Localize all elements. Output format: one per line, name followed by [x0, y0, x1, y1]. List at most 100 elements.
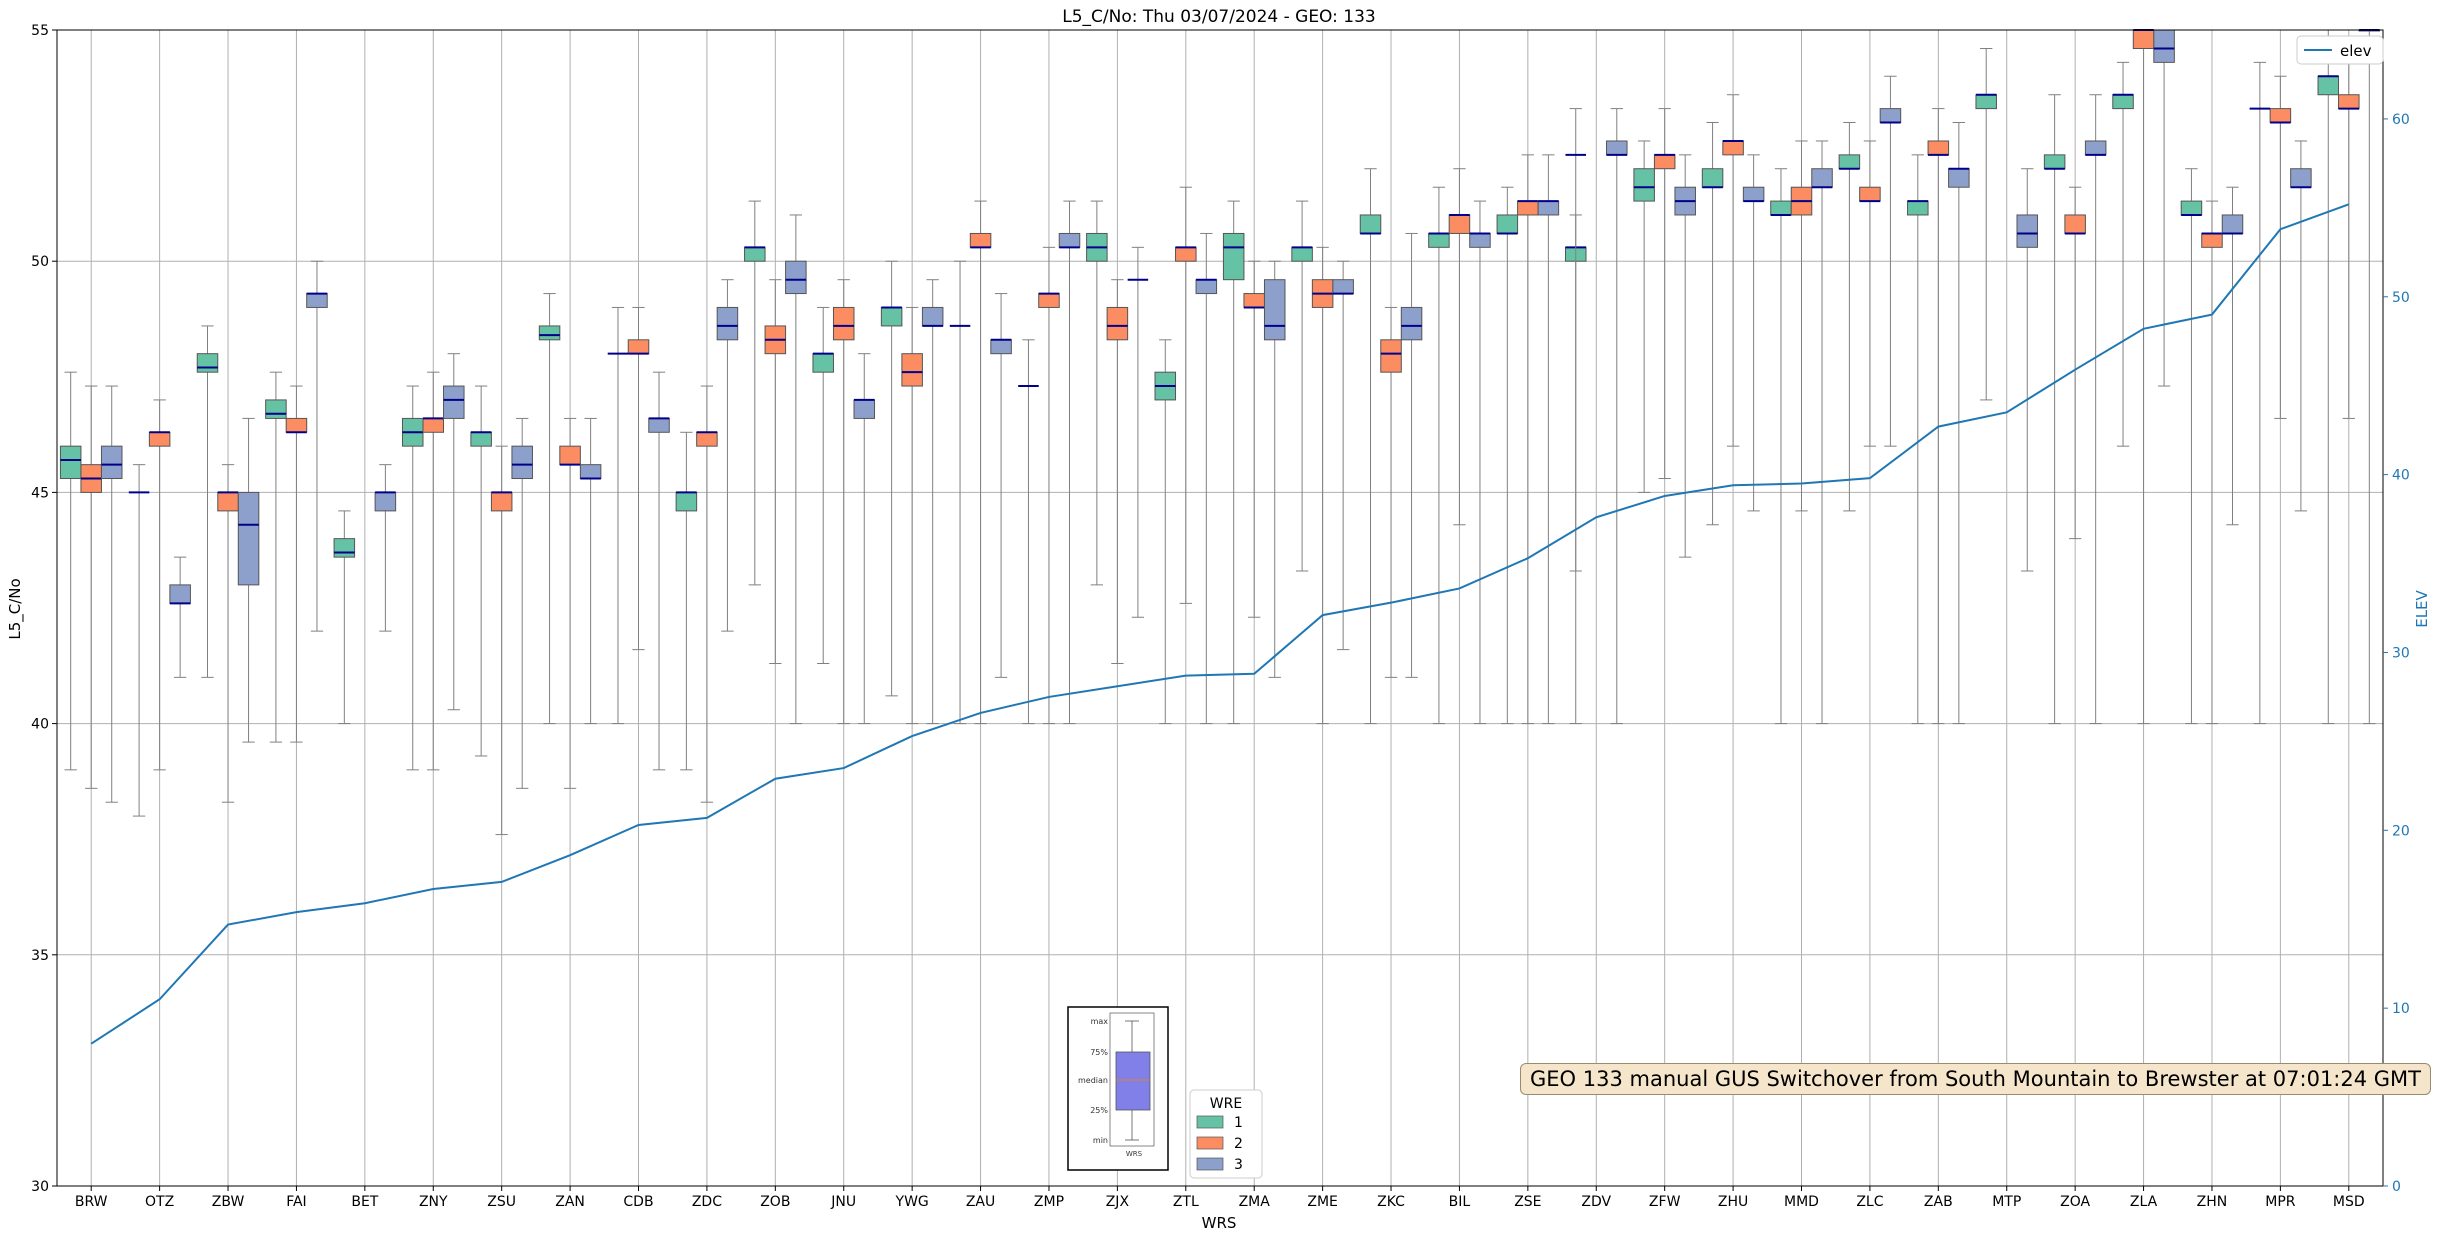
box-wre3 — [1811, 140, 1833, 725]
box-wre3 — [237, 417, 260, 743]
box-wre2 — [764, 279, 787, 664]
box-iqr — [744, 246, 766, 262]
box-wre3 — [2290, 140, 2312, 512]
y2-tick-label: 10 — [2392, 1001, 2410, 1017]
box-wre2 — [696, 385, 718, 803]
box-wre3 — [2358, 29, 2381, 725]
x-tick-label: CDB — [623, 1194, 653, 1210]
inset-box — [1115, 1051, 1151, 1111]
box-wre3 — [511, 417, 533, 789]
inset-label-q1: 25% — [1090, 1106, 1108, 1115]
box-wre1 — [1975, 47, 1997, 401]
box-iqr — [990, 339, 1012, 355]
box-wre2 — [1243, 260, 1265, 618]
elev-legend: elev — [2296, 35, 2384, 65]
box-wre1 — [1907, 154, 1929, 725]
box-iqr — [1975, 94, 1997, 110]
box-iqr — [511, 445, 533, 480]
box-iqr — [1606, 140, 1628, 156]
box-iqr — [1106, 306, 1129, 341]
box-iqr — [148, 431, 171, 447]
box-iqr — [1517, 200, 1539, 216]
box-wre1 — [675, 431, 698, 771]
x-tick-label: ZSE — [1514, 1194, 1541, 1210]
box-iqr — [1038, 293, 1060, 308]
flat-marker-wre1 — [1018, 339, 1039, 725]
box-wre1 — [1770, 168, 1792, 725]
box-iqr — [2290, 168, 2312, 188]
box-iqr — [921, 306, 944, 327]
box-iqr — [1243, 293, 1265, 308]
box-iqr — [2201, 232, 2223, 248]
box-iqr — [1332, 279, 1354, 295]
box-iqr — [490, 491, 513, 512]
box-wre3 — [2084, 94, 2107, 725]
x-tick-label: ZOA — [2060, 1194, 2090, 1210]
box-wre2 — [1448, 168, 1471, 526]
box-iqr — [2112, 94, 2134, 110]
box-iqr — [2269, 108, 2292, 123]
box-iqr — [169, 584, 191, 604]
box-wre3 — [2221, 186, 2244, 526]
x-tick-label: ZMP — [1034, 1194, 1064, 1210]
flat-marker-wre1 — [1565, 108, 1587, 725]
box-iqr — [1359, 214, 1382, 234]
x-tick-label: ZHU — [1718, 1194, 1748, 1210]
box-wre1 — [401, 385, 424, 771]
box-iqr — [901, 353, 923, 387]
x-tick-label: ZOB — [760, 1194, 790, 1210]
wre-legend-label-1: 1 — [1234, 1115, 1243, 1131]
box-wre2 — [832, 279, 855, 725]
wre-legend-frame — [1189, 1089, 1263, 1179]
box-iqr — [2180, 200, 2203, 216]
box-iqr — [217, 491, 239, 512]
x-tick-label: ZJX — [1106, 1194, 1130, 1210]
box-wre2 — [559, 417, 581, 789]
y-tick-label: 40 — [31, 717, 49, 733]
box-wre1 — [2317, 29, 2340, 725]
box-wre3 — [990, 293, 1012, 678]
x-tick-label: ZAN — [555, 1194, 585, 1210]
x-tick-label: MSD — [2333, 1194, 2365, 1210]
box-wre3 — [1469, 200, 1491, 725]
box-wre1 — [1428, 186, 1450, 725]
box-iqr — [1722, 140, 1744, 156]
box-iqr — [1537, 200, 1560, 216]
flat-marker-wre1 — [607, 306, 629, 725]
box-iqr — [1195, 279, 1218, 295]
box-wre2 — [2132, 29, 2155, 725]
box-iqr — [2084, 140, 2107, 156]
grid-layer — [57, 29, 2383, 1187]
box-wre2 — [490, 445, 513, 836]
chart-title: L5_C/No: Thu 03/07/2024 - GEO: 133 — [1062, 7, 1375, 27]
box-wre2 — [627, 306, 650, 651]
box-wre3 — [374, 464, 397, 632]
x-tick-label: ZDV — [1581, 1194, 1611, 1210]
box-wre1 — [1154, 339, 1177, 725]
box-wre1 — [196, 325, 219, 678]
box-wre3 — [579, 417, 602, 725]
box-wre1 — [1496, 186, 1519, 725]
box-iqr — [1058, 232, 1081, 248]
box-iqr — [1838, 154, 1861, 170]
x-tick-label: ZLC — [1856, 1194, 1883, 1210]
box-wre2 — [1653, 108, 1676, 480]
box-iqr — [1222, 232, 1245, 281]
y2-axis-label: ELEV — [2413, 589, 2431, 627]
box-wre1 — [470, 385, 492, 757]
box-wre1 — [880, 260, 903, 697]
box-iqr — [880, 306, 903, 327]
box-iqr — [1879, 108, 1902, 123]
box-wre2 — [1038, 246, 1060, 725]
box-wre1 — [744, 200, 766, 586]
box-iqr — [559, 445, 581, 466]
box-wre3 — [1742, 154, 1765, 512]
box-iqr — [1742, 186, 1765, 202]
box-wre3 — [1948, 121, 1970, 725]
box-iqr — [696, 431, 718, 447]
y2-tick-label: 20 — [2392, 823, 2410, 839]
box-iqr — [1653, 154, 1676, 170]
x-tick-label: BET — [351, 1194, 378, 1210]
box-iqr — [422, 417, 445, 433]
plot-frame — [56, 29, 2384, 1187]
